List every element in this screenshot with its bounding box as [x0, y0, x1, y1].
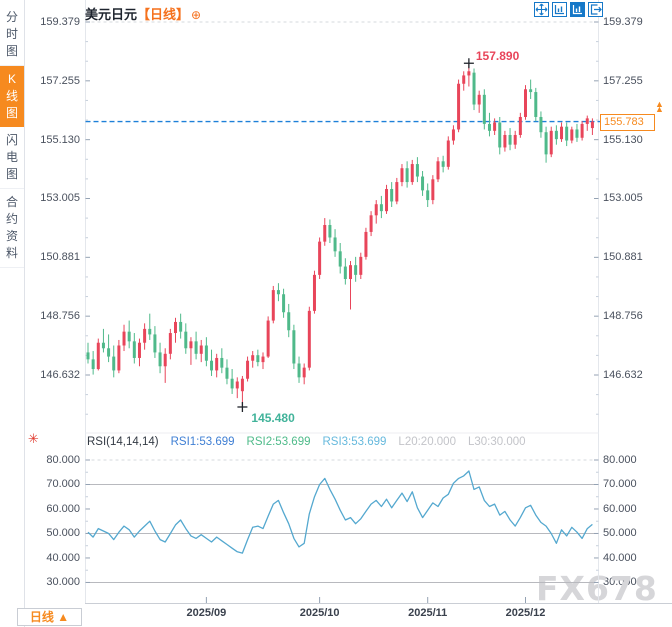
price-up-arrow-marker: ▲ ▲: [655, 99, 664, 114]
axis-label: 148.756: [603, 310, 643, 323]
sidebar-item-0[interactable]: 分 时 图: [0, 4, 24, 66]
axis-label: 30.000: [603, 576, 637, 589]
axis-zoom-active-icon[interactable]: [570, 2, 585, 17]
rsi-legend-muted: L30:30.000: [467, 436, 526, 448]
period-tag: 【日线】: [137, 7, 190, 22]
axis-label: 70.000: [603, 478, 637, 491]
rsi-legend-rsi1: RSI1:53.699: [170, 436, 235, 448]
axis-label: 146.632: [603, 368, 643, 381]
interval-tab-daily[interactable]: 日线 ▲: [17, 608, 82, 626]
sidebar-item-1[interactable]: K 线 图: [0, 66, 24, 127]
low-price-annotation: 145.480: [251, 410, 295, 425]
sidebar-item-3[interactable]: 合 约 资 料: [0, 189, 24, 268]
high-price-annotation: 157.890: [475, 49, 520, 64]
last-price-badge: 155.783: [600, 114, 655, 131]
exit-chart-icon[interactable]: [588, 2, 603, 17]
time-axis-label: 2025/10: [299, 607, 340, 619]
axis-label: 150.881: [603, 251, 643, 264]
axis-label: 30.000: [46, 576, 80, 589]
rsi-indicator-header: RSI(14,14,14) RSI1:53.699 RSI2:53.699 RSI3…: [87, 436, 526, 448]
axis-label: 60.000: [603, 502, 637, 515]
axis-label: 50.000: [46, 527, 80, 540]
rsi-legend-rsi3: RSI3:53.699: [322, 436, 387, 448]
axis-label: 153.005: [603, 192, 643, 205]
axis-label: 148.756: [40, 310, 80, 323]
axis-label: 146.632: [40, 368, 80, 381]
time-axis-label: 2025/11: [408, 607, 448, 619]
add-indicator-icon[interactable]: ⊕: [191, 8, 202, 22]
axis-label: 40.000: [46, 551, 80, 564]
chart-title: 美元日元【日线】 ⊕: [85, 4, 201, 23]
rsi-legend-muted: L20:20.000: [398, 436, 456, 448]
axis-label: 70.000: [46, 478, 80, 491]
sidebar-item-2[interactable]: 闪 电 图: [0, 127, 24, 189]
time-axis-label: 2025/12: [505, 607, 546, 619]
axis-label: 40.000: [603, 551, 637, 564]
axis-label: 157.255: [40, 74, 80, 87]
time-axis-label: 2025/09: [186, 607, 227, 619]
axis-label: 157.255: [603, 74, 643, 87]
axis-label: 155.130: [603, 133, 643, 146]
axis-zoom-icon[interactable]: [552, 2, 567, 17]
axis-label: 153.005: [40, 192, 80, 205]
symbol-name: 美元日元: [85, 7, 138, 22]
fx678-watermark: FX678: [536, 569, 658, 608]
rsi-title: RSI(14,14,14): [87, 436, 159, 448]
axis-label: 150.881: [40, 251, 80, 264]
rsi-legend-rsi2: RSI2:53.699: [246, 436, 311, 448]
axis-label: 159.379: [603, 16, 643, 28]
axis-label: 159.379: [40, 16, 80, 28]
axis-label: 60.000: [46, 502, 80, 515]
pan-icon[interactable]: [534, 2, 549, 17]
axis-label: 50.000: [603, 527, 637, 540]
rsi-settings-icon[interactable]: ✳: [28, 431, 39, 446]
chart-toolbar: [534, 2, 603, 17]
axis-label: 80.000: [603, 454, 637, 466]
axis-label: 155.130: [40, 133, 80, 146]
axis-label: 80.000: [46, 454, 80, 466]
